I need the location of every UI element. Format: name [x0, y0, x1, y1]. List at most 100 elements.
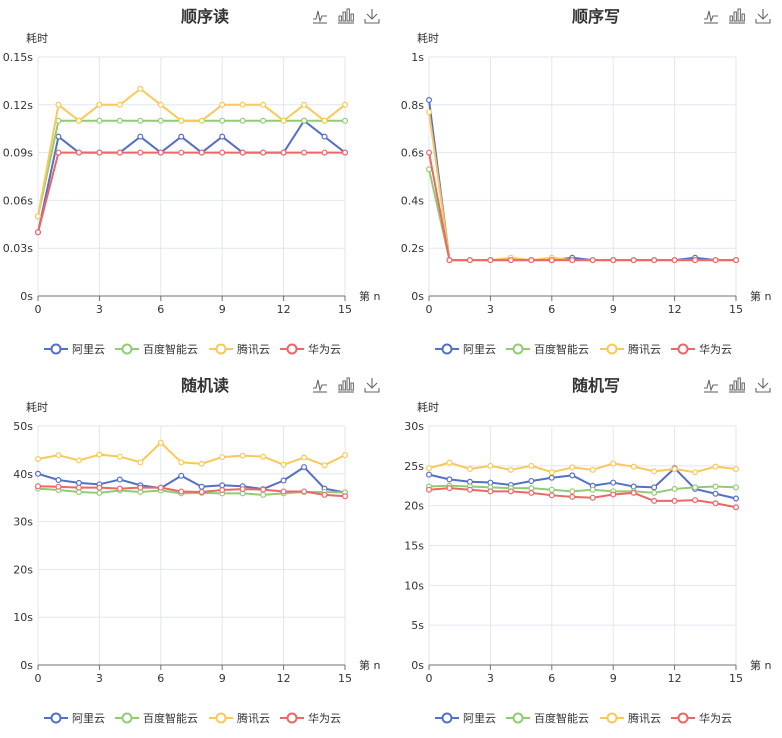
data-point[interactable]	[75, 484, 82, 491]
data-point[interactable]	[528, 477, 535, 484]
data-point[interactable]	[569, 464, 576, 471]
data-point[interactable]	[280, 488, 287, 495]
data-point[interactable]	[260, 453, 267, 460]
data-point[interactable]	[178, 472, 185, 479]
data-point[interactable]	[342, 101, 349, 108]
legend-item[interactable]: 百度智能云	[506, 711, 589, 725]
data-point[interactable]	[569, 488, 576, 495]
data-point[interactable]	[55, 477, 62, 484]
data-point[interactable]	[733, 484, 740, 491]
legend-item[interactable]: 华为云	[671, 711, 732, 725]
download-icon[interactable]	[364, 8, 380, 24]
data-point[interactable]	[116, 476, 123, 483]
legend-item[interactable]: 华为云	[280, 711, 341, 725]
data-point[interactable]	[280, 149, 287, 156]
data-point[interactable]	[75, 457, 82, 464]
data-point[interactable]	[137, 459, 144, 466]
data-point[interactable]	[548, 492, 555, 499]
data-point[interactable]	[280, 117, 287, 124]
data-point[interactable]	[219, 149, 226, 156]
data-point[interactable]	[712, 500, 719, 507]
download-icon[interactable]	[364, 377, 380, 393]
data-point[interactable]	[671, 497, 678, 504]
data-point[interactable]	[116, 453, 123, 460]
data-point[interactable]	[548, 469, 555, 476]
data-point[interactable]	[198, 149, 205, 156]
legend-item[interactable]: 腾讯云	[600, 711, 661, 725]
data-point[interactable]	[425, 149, 432, 156]
data-point[interactable]	[55, 101, 62, 108]
legend-item[interactable]: 阿里云	[44, 712, 105, 725]
data-point[interactable]	[157, 484, 164, 491]
legend-item[interactable]: 百度智能云	[115, 342, 198, 356]
legend-item[interactable]: 华为云	[280, 342, 341, 356]
bar-chart-icon[interactable]	[338, 377, 354, 393]
data-point[interactable]	[651, 257, 658, 264]
data-point[interactable]	[671, 485, 678, 492]
legend-item[interactable]: 阿里云	[435, 343, 496, 356]
data-point[interactable]	[198, 117, 205, 124]
data-point[interactable]	[630, 483, 637, 490]
data-point[interactable]	[507, 257, 514, 264]
data-point[interactable]	[589, 486, 596, 493]
data-point[interactable]	[671, 466, 678, 473]
data-point[interactable]	[712, 463, 719, 470]
data-point[interactable]	[733, 495, 740, 502]
data-point[interactable]	[75, 149, 82, 156]
data-point[interactable]	[301, 488, 308, 495]
data-point[interactable]	[96, 451, 103, 458]
legend-item[interactable]: 腾讯云	[209, 711, 270, 725]
data-point[interactable]	[157, 439, 164, 446]
legend-item[interactable]: 腾讯云	[209, 342, 270, 356]
data-point[interactable]	[712, 490, 719, 497]
data-point[interactable]	[528, 489, 535, 496]
data-point[interactable]	[157, 101, 164, 108]
data-point[interactable]	[260, 101, 267, 108]
data-point[interactable]	[321, 133, 328, 140]
data-point[interactable]	[321, 117, 328, 124]
data-point[interactable]	[260, 486, 267, 493]
download-icon[interactable]	[755, 8, 771, 24]
data-point[interactable]	[589, 494, 596, 501]
data-point[interactable]	[651, 489, 658, 496]
data-point[interactable]	[630, 257, 637, 264]
data-point[interactable]	[425, 486, 432, 493]
data-point[interactable]	[137, 85, 144, 92]
data-point[interactable]	[487, 488, 494, 495]
data-point[interactable]	[610, 460, 617, 467]
legend-item[interactable]: 百度智能云	[115, 711, 198, 725]
data-point[interactable]	[178, 488, 185, 495]
data-point[interactable]	[507, 488, 514, 495]
data-point[interactable]	[96, 101, 103, 108]
data-point[interactable]	[198, 488, 205, 495]
data-point[interactable]	[34, 229, 41, 236]
legend-item[interactable]: 阿里云	[44, 343, 105, 356]
bar-chart-icon[interactable]	[729, 377, 745, 393]
line-chart-icon[interactable]	[703, 377, 719, 393]
data-point[interactable]	[342, 493, 349, 500]
data-point[interactable]	[137, 484, 144, 491]
data-point[interactable]	[55, 483, 62, 490]
data-point[interactable]	[733, 466, 740, 473]
data-point[interactable]	[301, 117, 308, 124]
data-point[interactable]	[569, 472, 576, 479]
data-point[interactable]	[219, 133, 226, 140]
data-point[interactable]	[446, 459, 453, 466]
legend-item[interactable]: 百度智能云	[506, 342, 589, 356]
data-point[interactable]	[712, 257, 719, 264]
data-point[interactable]	[321, 491, 328, 498]
bar-chart-icon[interactable]	[338, 8, 354, 24]
data-point[interactable]	[528, 485, 535, 492]
data-point[interactable]	[446, 485, 453, 492]
data-point[interactable]	[239, 452, 246, 459]
data-point[interactable]	[116, 101, 123, 108]
data-point[interactable]	[733, 504, 740, 511]
data-point[interactable]	[219, 117, 226, 124]
data-point[interactable]	[589, 257, 596, 264]
data-point[interactable]	[425, 465, 432, 472]
data-point[interactable]	[75, 117, 82, 124]
data-point[interactable]	[116, 149, 123, 156]
download-icon[interactable]	[755, 377, 771, 393]
data-point[interactable]	[260, 149, 267, 156]
data-point[interactable]	[116, 117, 123, 124]
